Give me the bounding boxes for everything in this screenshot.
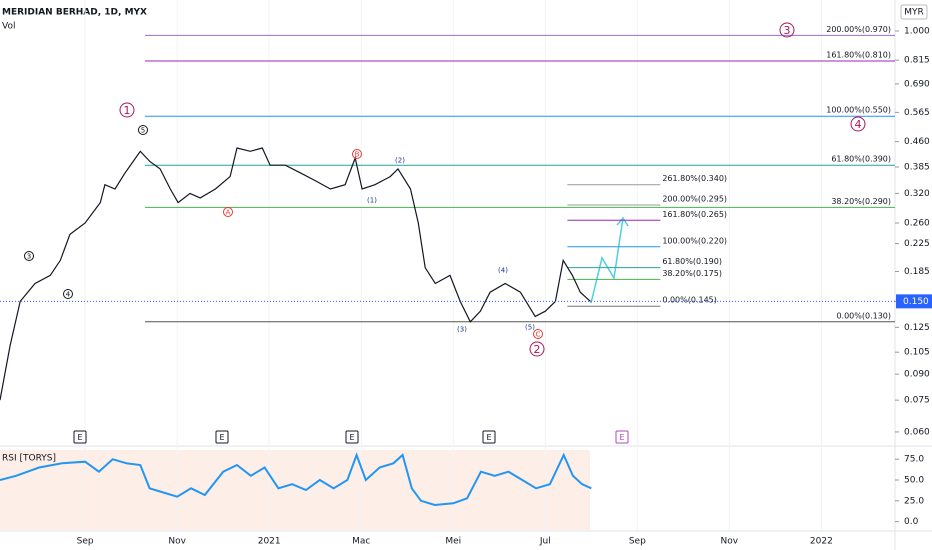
currency: MYR: [904, 8, 924, 18]
y-tick-label: 0.320: [904, 189, 930, 199]
chart-title: MERIDIAN BERHAD, 1D, MYX: [2, 8, 147, 18]
y-tick-label: 1.000: [904, 26, 930, 36]
x-tick-label: Nov: [168, 537, 186, 547]
earnings-marker: E: [219, 433, 224, 442]
wave-label-minor: (2): [395, 157, 405, 165]
fib-label: 100.00%(0.550): [826, 106, 891, 115]
y-tick-label: 0.815: [904, 56, 930, 66]
fib-label: 38.20%(0.290): [831, 197, 891, 206]
rsi-line: [0, 452, 592, 507]
wave-label-major: 4: [855, 118, 862, 131]
wave-circle: [119, 102, 135, 118]
wave-label-minor: A: [226, 209, 231, 217]
wave-label-minor: (1): [367, 197, 377, 205]
wave-label-major: 2: [534, 343, 541, 356]
y-tick-label: 0.105: [904, 348, 930, 358]
earnings-box[interactable]: [215, 430, 229, 444]
wave-circle-minor: [63, 289, 73, 299]
rsi-background: [0, 450, 590, 530]
x-tick-label: Sep: [629, 537, 646, 547]
wave-label-minor: (4): [498, 267, 508, 275]
volume-label: Vol: [2, 22, 15, 32]
wave-label-major: 3: [784, 24, 791, 37]
rsi-tick-label: 75.0: [904, 455, 924, 465]
wave-circle-minor: [533, 329, 543, 339]
y-tick-label: 0.060: [904, 427, 930, 437]
earnings-box[interactable]: [73, 430, 87, 444]
fib-label: 200.00%(0.970): [826, 25, 891, 34]
y-tick-label: 0.185: [904, 267, 930, 277]
fib-label: 61.80%(0.390): [831, 155, 891, 164]
wave-circle: [850, 116, 866, 132]
y-tick-label: 0.225: [904, 239, 930, 249]
earnings-marker: E: [349, 433, 354, 442]
earnings-box[interactable]: [345, 430, 359, 444]
fib-label: 61.80%(0.190): [662, 257, 722, 266]
wave-circle: [529, 341, 545, 357]
x-tick-label: Nov: [721, 537, 739, 547]
wave-circle-minor: [24, 251, 34, 261]
x-tick-label: 2022: [810, 537, 833, 547]
y-tick-label: 0.075: [904, 396, 930, 406]
wave-label-minor: (3): [457, 326, 467, 334]
fib-label: 261.80%(0.340): [662, 174, 727, 183]
projection-arrow: [616, 216, 629, 227]
y-tick-label: 0.565: [904, 108, 930, 118]
x-tick-label: 2021: [258, 537, 281, 547]
y-tick-label: 0.090: [904, 370, 930, 380]
x-tick-label: Jul: [539, 537, 551, 547]
wave-label-minor: B: [355, 151, 360, 159]
wave-label-minor: 3: [27, 253, 31, 261]
earnings-box[interactable]: [615, 430, 629, 444]
y-tick-label: 0.690: [904, 79, 930, 89]
y-tick-label: 0.260: [904, 218, 930, 228]
rsi-tick-label: 25.0: [904, 496, 924, 506]
wave-circle-minor: [223, 207, 233, 217]
fib-label: 200.00%(0.295): [662, 194, 727, 203]
wave-label-minor: 4: [66, 291, 71, 299]
y-tick-label: 0.125: [904, 323, 930, 333]
fib-label: 0.00%(0.130): [836, 311, 891, 320]
x-tick-label: Sep: [77, 537, 94, 547]
fib-label: 161.80%(0.810): [826, 51, 891, 60]
wave-circle: [779, 22, 795, 38]
last-price-box: [896, 294, 932, 309]
price-line: [0, 147, 591, 401]
x-tick-label: Mac: [352, 537, 370, 547]
fib-label: 0.00%(0.145): [662, 296, 717, 305]
rsi-tick-label: 50.0: [904, 476, 924, 486]
wave-label-minor: 5: [141, 127, 145, 135]
rsi-tick-label: 0.0: [904, 517, 919, 527]
earnings-marker: E: [619, 433, 624, 442]
currency-box[interactable]: [900, 4, 928, 20]
fib-label: 161.80%(0.265): [662, 210, 727, 219]
earnings-box[interactable]: [482, 430, 496, 444]
earnings-marker: E: [486, 433, 491, 442]
rsi-label: RSI [TORYS]: [2, 454, 56, 464]
wave-label-minor: (5): [525, 324, 535, 332]
x-tick-label: Mei: [445, 537, 461, 547]
wave-circle-minor: [352, 149, 362, 159]
y-tick-label: 0.385: [904, 163, 930, 173]
last-price-label: 0.150: [903, 297, 929, 307]
wave-circle-minor: [138, 125, 148, 135]
earnings-marker: E: [77, 433, 82, 442]
wave-label-minor: C: [536, 331, 541, 339]
y-tick-label: 0.460: [904, 137, 930, 147]
fib-label: 38.20%(0.175): [662, 269, 722, 278]
fib-label: 100.00%(0.220): [662, 236, 727, 245]
wave-label-major: 1: [124, 104, 131, 117]
